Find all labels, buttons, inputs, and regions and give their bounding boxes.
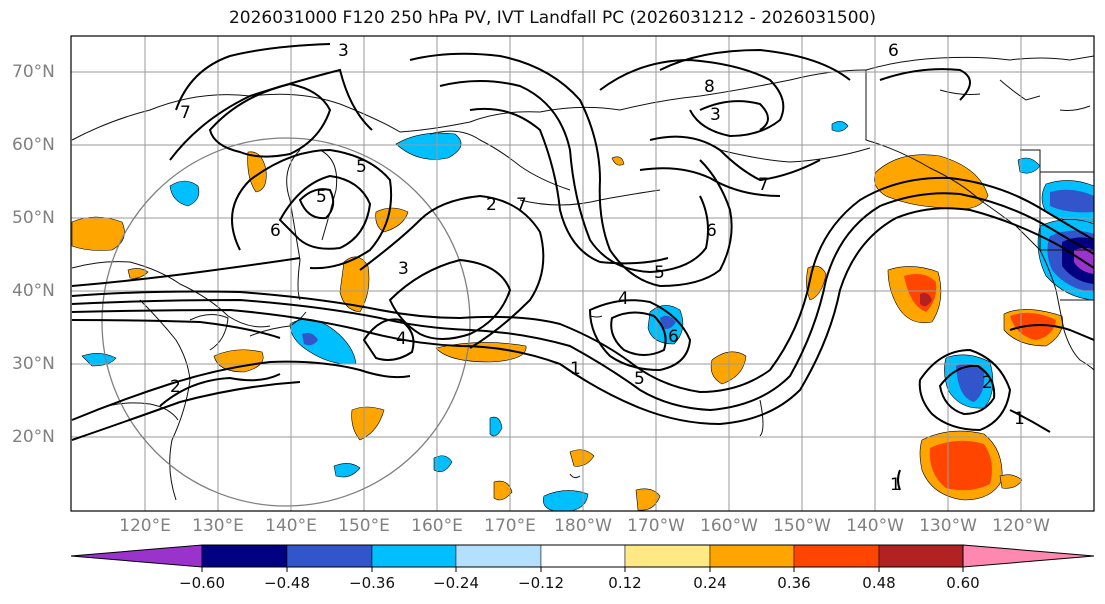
colorbar-tick-label: −0.12 — [518, 574, 564, 592]
contour-label: 1 — [1014, 409, 1025, 429]
contour-label: 7 — [516, 195, 527, 215]
colorbar-tick-label: 0.24 — [693, 574, 727, 592]
lon-label: 120°E — [119, 516, 171, 536]
colorbar-segment — [70, 544, 203, 568]
lon-label: 130°W — [919, 516, 977, 536]
lat-label: 50°N — [12, 208, 55, 228]
contour-label: 2 — [982, 373, 993, 393]
colorbar-tick-label: 0.48 — [862, 574, 896, 592]
lon-label: 170°W — [627, 516, 685, 536]
contour-label: 1 — [890, 475, 901, 495]
contour-label: 7 — [758, 175, 769, 195]
contour-label: 5 — [634, 369, 645, 389]
contour-label: 5 — [654, 263, 665, 283]
colorbar-segment — [286, 544, 373, 568]
lat-label: 70°N — [12, 62, 55, 82]
contour-label: 3 — [710, 105, 721, 125]
contour-label: 8 — [704, 77, 715, 97]
colorbar-segment — [709, 544, 795, 568]
contour-label: 5 — [316, 187, 327, 207]
colorbar-tick-label: −0.48 — [264, 574, 310, 592]
lon-label: 160°W — [700, 516, 758, 536]
lon-label: 140°W — [846, 516, 904, 536]
colorbar-segment — [371, 544, 457, 568]
contour-label: 5 — [356, 157, 367, 177]
colorbar-tick-label: 0.12 — [608, 574, 642, 592]
colorbar-segment — [201, 544, 288, 568]
lon-label: 160°E — [411, 516, 463, 536]
pv-contours — [71, 43, 1094, 491]
colorbar-segment — [962, 544, 1095, 568]
colorbar-segment — [540, 544, 626, 568]
contour-label: 6 — [888, 41, 899, 61]
contour-label: 4 — [618, 289, 629, 309]
lon-label: 150°E — [338, 516, 390, 536]
colorbar-tick-label: 0.60 — [946, 574, 980, 592]
contour-label: 6 — [706, 221, 717, 241]
contour-label: 6 — [668, 327, 679, 347]
contour-label: 2 — [170, 377, 181, 397]
ivt-anomaly-fill — [71, 121, 1094, 511]
colorbar-tick-label: −0.36 — [349, 574, 395, 592]
map-frame — [70, 35, 1095, 512]
lon-label: 120°W — [992, 516, 1050, 536]
colorbar — [70, 544, 1095, 572]
contour-label: 1 — [570, 359, 581, 379]
lon-label: 150°W — [773, 516, 831, 536]
colorbar-tick-label: 0.36 — [777, 574, 811, 592]
colorbar-segment — [455, 544, 542, 568]
colorbar-segment — [793, 544, 880, 568]
colorbar-tick-label: −0.24 — [433, 574, 479, 592]
contour-label: 7 — [180, 103, 191, 123]
range-circle — [101, 137, 471, 507]
contour-label: 2 — [486, 195, 497, 215]
lat-label: 40°N — [12, 281, 55, 301]
contour-label: 3 — [398, 259, 409, 279]
lon-label: 170°E — [484, 516, 536, 536]
lon-label: 180°W — [554, 516, 612, 536]
lat-label: 20°N — [12, 427, 55, 447]
contour-label: 3 — [338, 41, 349, 61]
colorbar-segment — [878, 544, 964, 568]
lat-label: 60°N — [12, 135, 55, 155]
contour-label: 4 — [396, 329, 407, 349]
map-title: 2026031000 F120 250 hPa PV, IVT Landfall… — [228, 8, 876, 28]
lon-label: 130°E — [192, 516, 244, 536]
lon-label: 140°E — [265, 516, 317, 536]
colorbar-segment — [624, 544, 711, 568]
colorbar-tick-label: −0.60 — [179, 574, 225, 592]
contour-label: 6 — [270, 221, 281, 241]
lat-label: 30°N — [12, 354, 55, 374]
